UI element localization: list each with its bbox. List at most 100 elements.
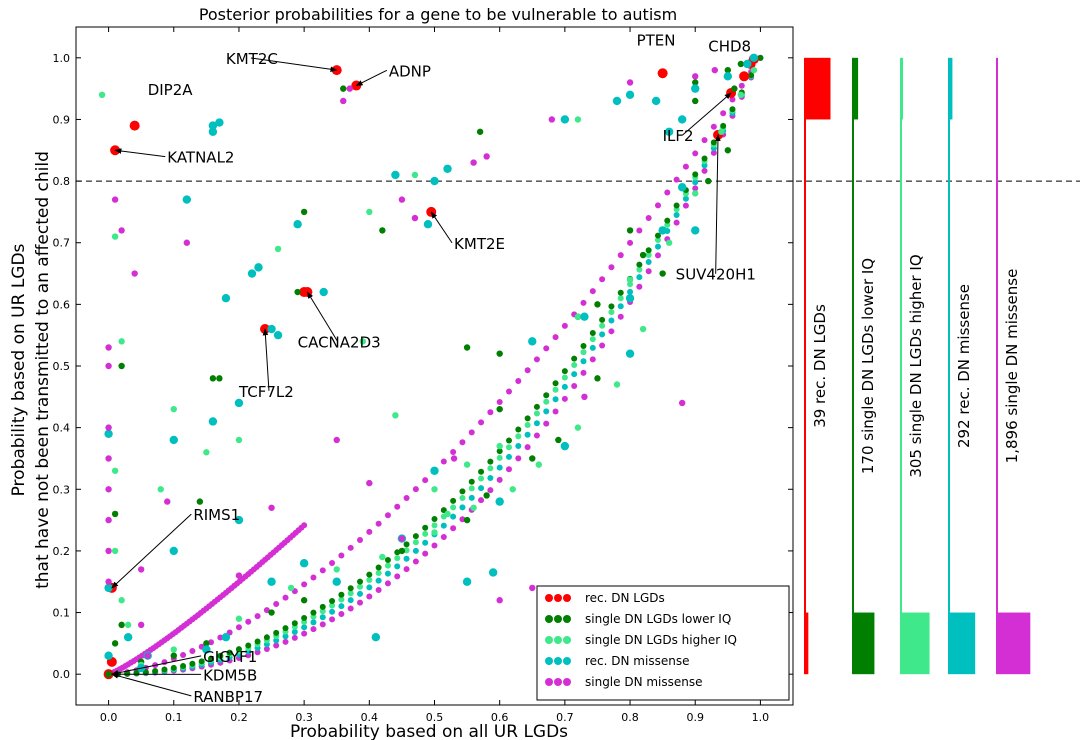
data-point — [366, 479, 373, 487]
data-point — [371, 633, 381, 642]
curve-point — [710, 139, 717, 146]
data-point — [203, 640, 210, 647]
curve-point — [496, 454, 503, 461]
data-point — [411, 214, 419, 222]
curve-point — [459, 516, 466, 523]
curve-point — [319, 567, 326, 574]
curve-point — [580, 349, 587, 356]
curve-point — [440, 522, 447, 529]
curve-point — [440, 507, 447, 514]
curve-point — [515, 377, 522, 384]
curve-point — [422, 539, 429, 546]
data-point — [749, 53, 759, 63]
data-point — [319, 287, 328, 297]
data-point — [118, 362, 125, 370]
curve-point — [580, 299, 587, 306]
data-point — [392, 412, 399, 419]
curve-point — [152, 667, 159, 674]
curve-point — [580, 342, 587, 349]
data-point — [496, 405, 503, 413]
x-tick-label: 1.0 — [752, 711, 770, 724]
curve-point — [664, 189, 671, 196]
curve-point — [319, 614, 326, 621]
data-point — [391, 170, 400, 180]
curve-point — [217, 634, 224, 641]
curve-point — [282, 625, 289, 632]
curve-point — [301, 581, 308, 588]
y-tick-label: 0.0 — [53, 668, 71, 681]
curve-point — [263, 634, 270, 641]
curve-point — [496, 464, 503, 471]
data-point — [111, 233, 119, 240]
curve-point — [375, 569, 382, 576]
curve-point — [505, 466, 512, 473]
curve-point — [431, 522, 438, 529]
data-point — [470, 159, 477, 166]
data-point — [208, 127, 218, 136]
data-point — [431, 486, 438, 493]
curve-point — [198, 658, 205, 665]
data-point — [488, 568, 498, 577]
curve-point — [654, 202, 661, 209]
curve-point — [468, 429, 475, 436]
x-tick-label: 0.2 — [230, 711, 248, 724]
curve-point — [319, 603, 326, 610]
curve-point — [487, 458, 494, 465]
data-point — [691, 84, 700, 93]
curve-point — [654, 232, 661, 239]
curve-point — [412, 539, 419, 546]
curve-point — [291, 634, 298, 641]
curve-point — [338, 611, 345, 618]
curve-point — [459, 439, 466, 446]
curve-point — [757, 54, 764, 61]
data-point — [476, 128, 484, 135]
curve-point — [692, 171, 699, 178]
data-point — [196, 498, 204, 505]
x-tick-label: 0.0 — [100, 711, 118, 724]
curve-point — [645, 259, 652, 266]
data-point — [247, 269, 257, 278]
curve-point — [412, 547, 419, 554]
curve-point — [403, 495, 410, 502]
curve-point — [245, 618, 252, 625]
curve-point — [589, 330, 596, 337]
y-tick-label: 1.0 — [53, 52, 71, 65]
curve-point — [692, 150, 699, 157]
legend-marker — [563, 594, 571, 602]
curve-point — [710, 123, 717, 130]
curve-point — [571, 371, 578, 378]
gene-annotation: SUV420H1 — [676, 266, 756, 284]
curve-point — [124, 670, 131, 677]
curve-point — [515, 426, 522, 433]
data-point — [462, 577, 472, 586]
data-point — [678, 399, 686, 407]
data-point — [470, 504, 477, 511]
data-point — [625, 294, 635, 303]
curve-point — [403, 566, 410, 573]
curve-point — [673, 202, 680, 209]
curve-point — [515, 455, 522, 462]
legend-label: rec. DN missense — [585, 654, 689, 668]
curve-point — [450, 513, 457, 520]
annotation-arrow — [355, 69, 388, 87]
histogram-bar-low — [853, 612, 875, 675]
data-point — [625, 349, 635, 358]
curve-point — [543, 392, 550, 399]
curve-point — [682, 202, 689, 209]
data-point — [105, 670, 112, 678]
curve-point — [394, 563, 401, 570]
curve-point — [487, 465, 494, 472]
data-point — [359, 338, 366, 345]
data-point — [724, 147, 732, 154]
data-point — [235, 436, 243, 444]
curve-point — [254, 613, 261, 620]
data-point — [208, 417, 218, 426]
histogram-bar-low — [997, 612, 1031, 675]
data-point — [731, 85, 738, 92]
data-point — [299, 559, 309, 568]
curve-point — [347, 597, 354, 604]
curve-point — [338, 603, 345, 610]
data-point — [560, 115, 570, 124]
data-point — [379, 227, 386, 234]
